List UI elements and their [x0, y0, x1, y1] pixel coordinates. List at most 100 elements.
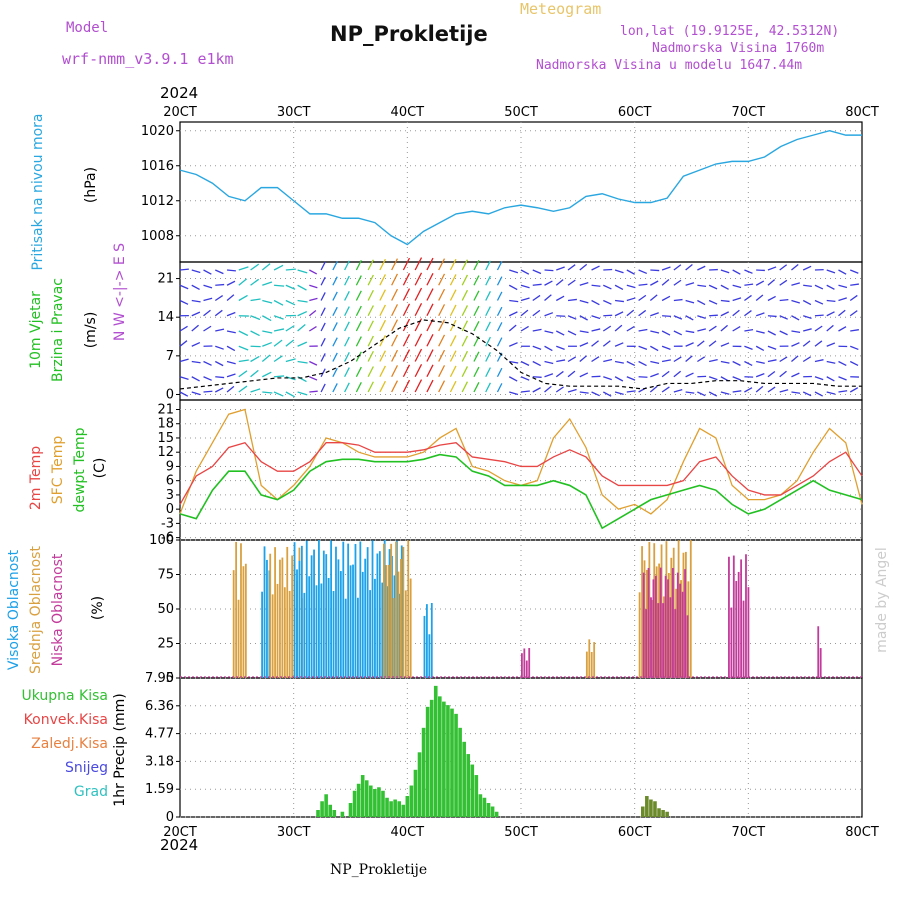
y-tick-label: 50 — [157, 602, 174, 617]
wind-arrow — [779, 315, 788, 320]
cloud-bar — [310, 555, 313, 678]
wind-arrow — [755, 345, 765, 351]
wind-arrow — [638, 360, 647, 367]
wind-arrow — [285, 376, 296, 381]
wind-arrow — [614, 269, 624, 274]
precip-bar — [494, 811, 499, 817]
wind-arrow — [379, 350, 386, 362]
wind-arrow — [767, 370, 776, 378]
precip-bar — [421, 727, 426, 817]
wind-arrow — [273, 355, 283, 363]
wind-arrow — [767, 330, 776, 336]
precip-bar — [360, 775, 365, 817]
wind-arrow — [438, 319, 446, 332]
cloud-bar — [240, 543, 242, 678]
wind-arrow — [626, 309, 635, 317]
wind-arrow — [191, 360, 201, 364]
wind-arrow — [379, 365, 386, 378]
wind-arrow — [544, 269, 554, 272]
wind-arrow — [802, 299, 812, 306]
wind-arrow — [638, 328, 648, 332]
wind-arrow — [367, 381, 374, 393]
wind-arrow — [215, 283, 225, 286]
cloud-bar — [523, 648, 526, 678]
cloud-bar — [378, 551, 381, 678]
x-tick-top: 60CT — [618, 105, 652, 120]
wind-arrow — [838, 376, 847, 381]
wind-arrow — [332, 291, 338, 301]
cloud-bar — [274, 547, 276, 678]
wind-arrow — [697, 315, 706, 320]
precip-bar — [401, 804, 406, 817]
cloud-bar — [528, 648, 531, 678]
wind-arrow — [402, 303, 411, 317]
wind-arrow — [756, 360, 765, 364]
wind-arrow — [496, 276, 503, 286]
wind-arrow — [320, 276, 326, 286]
wind-arrow — [309, 284, 318, 289]
y-tick-label: 3 — [166, 488, 174, 503]
wind-arrow — [520, 269, 530, 275]
wind-arrow — [756, 330, 765, 334]
cloud-bar — [344, 598, 347, 678]
precip-bar — [332, 810, 337, 817]
wind-arrow — [802, 265, 812, 271]
wind-arrow — [473, 259, 480, 271]
wind-arrow — [661, 266, 671, 271]
wind-arrow — [708, 299, 718, 305]
wind-arrow — [391, 319, 399, 332]
wind-arrow — [779, 264, 788, 271]
wind-arrow — [367, 366, 374, 378]
y-tick-label: 21 — [157, 402, 174, 417]
wind-arrow — [685, 355, 693, 362]
wind-arrow — [391, 288, 399, 301]
wind-arrow — [661, 330, 671, 336]
y-tick-label: 1012 — [141, 194, 174, 209]
wind-arrow — [591, 340, 599, 347]
cloud-bar — [281, 557, 284, 678]
wind-arrow — [744, 269, 753, 274]
wind-arrow — [802, 356, 811, 363]
cloud-bar — [402, 546, 405, 678]
pressure-side-label: Pritisak na nivou mora — [30, 113, 46, 270]
cloud-bar — [352, 564, 354, 678]
wind-arrow — [826, 311, 835, 317]
wind-arrow — [191, 284, 200, 291]
wind-arrow — [532, 283, 542, 286]
wind-arrow — [849, 387, 859, 393]
wind-arrow — [285, 268, 296, 271]
wind-arrow — [544, 360, 554, 365]
wind-arrow — [414, 379, 423, 393]
wind-arrow — [414, 333, 423, 347]
wind-arrow — [179, 268, 189, 271]
wind-arrow — [697, 391, 706, 397]
cloud-bar — [735, 580, 738, 678]
wind-arrow — [379, 258, 386, 271]
y-tick-label: 1.59 — [145, 782, 174, 797]
wind-arrow — [744, 283, 754, 286]
y-tick-label: 6 — [166, 474, 174, 489]
precip-bar — [381, 790, 385, 817]
cloud-bar — [397, 571, 400, 678]
wind-arrow — [661, 370, 670, 378]
wind-arrow — [791, 330, 801, 333]
wind-arrow — [344, 321, 350, 332]
wind-arrow — [673, 315, 683, 320]
cloud-bar — [318, 540, 320, 678]
wind-arrow — [791, 299, 800, 304]
wind-arrow — [767, 359, 777, 363]
y-tick-label: 12 — [157, 445, 174, 460]
wind-arrow — [250, 330, 260, 337]
cloud-bar — [283, 587, 286, 678]
wind-arrow — [297, 310, 308, 317]
wind-arrow — [402, 379, 411, 393]
wind-arrow — [332, 352, 338, 362]
cloud-bar — [371, 540, 374, 678]
wind-arrow — [755, 280, 765, 286]
wind-arrow — [250, 278, 260, 286]
wind-arrow — [520, 376, 530, 381]
wind-arrow — [191, 269, 201, 274]
wind-arrow — [685, 282, 695, 286]
cloud-bar — [347, 543, 350, 678]
wind-arrow — [238, 278, 248, 286]
